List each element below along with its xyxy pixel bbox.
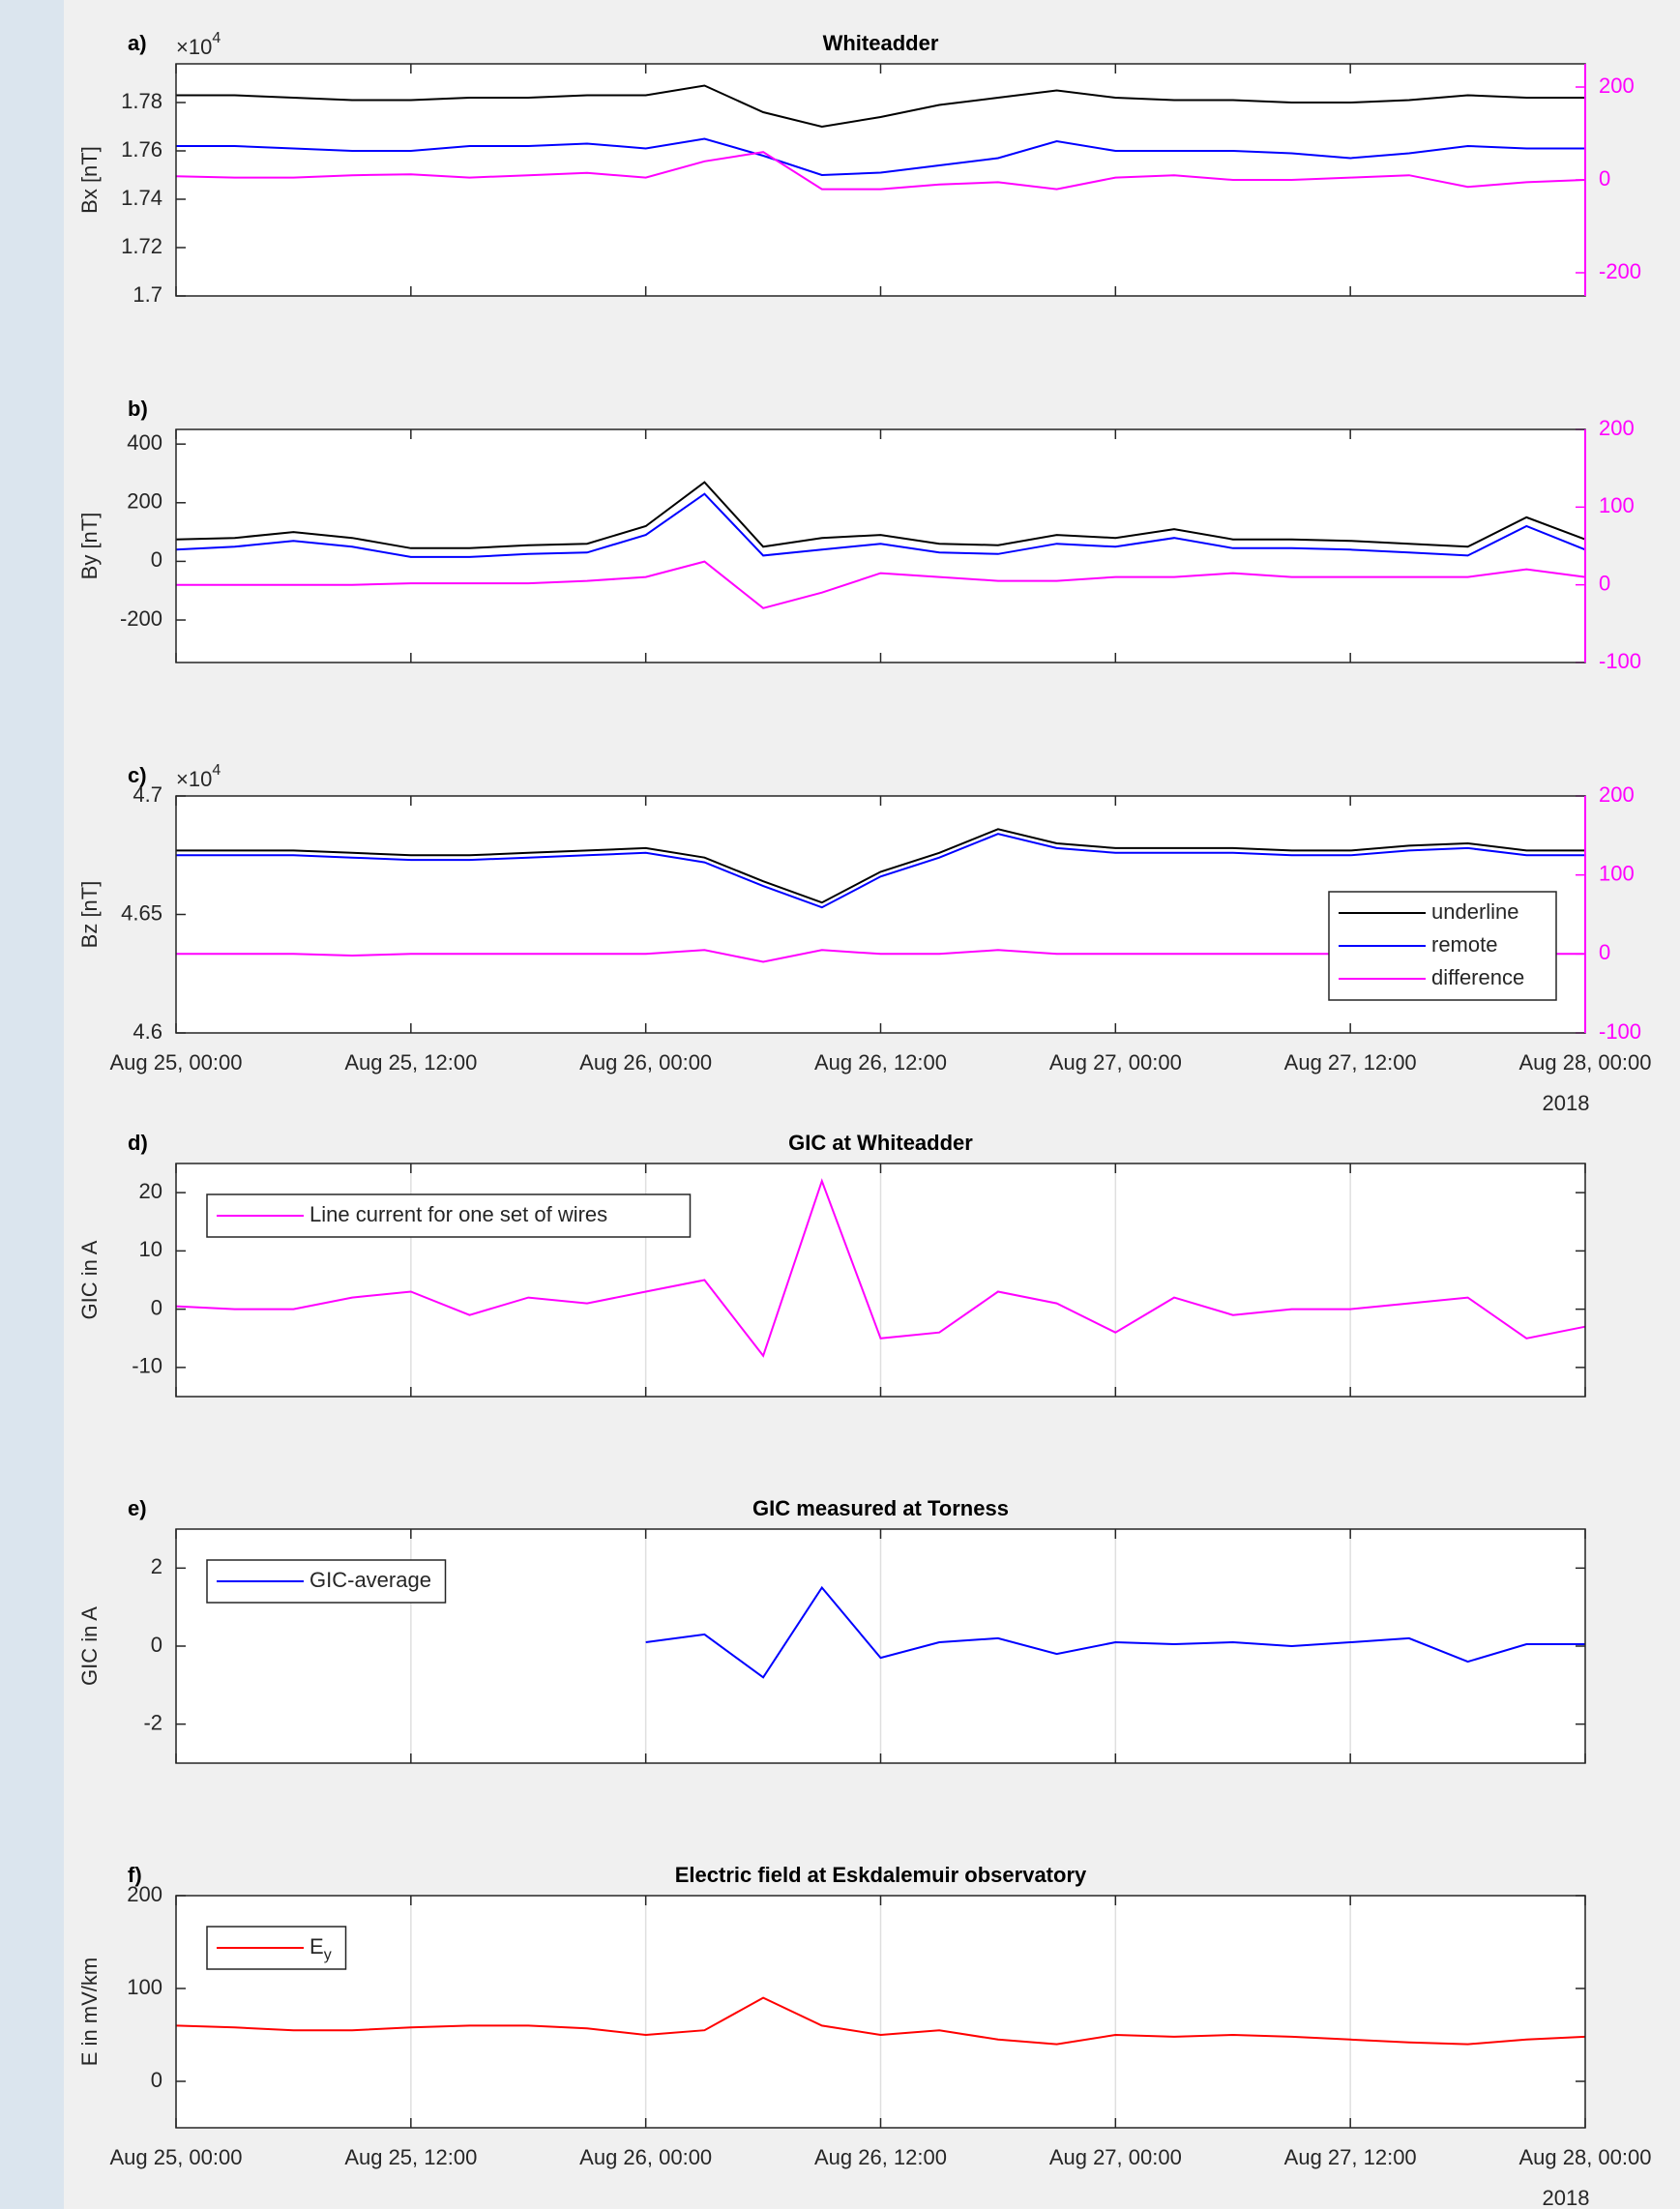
y-tick-label: 1.76 (121, 137, 162, 162)
x-tick-label: Aug 27, 12:00 (1284, 1050, 1417, 1075)
x-note: 2018 (1543, 2186, 1590, 2209)
x-tick-label: Aug 28, 00:00 (1518, 2145, 1651, 2169)
legend-name: difference (1431, 965, 1524, 989)
panel-label: e) (128, 1496, 147, 1520)
y-multiplier-base: ×10 (176, 767, 212, 791)
y-tick-label: 10 (139, 1237, 162, 1261)
y-tick-label: 1.7 (133, 282, 162, 307)
legend-label: Line current for one set of wires (309, 1202, 607, 1226)
y-tick-label: 0 (151, 1295, 162, 1319)
y-tick-label: -2 (143, 1710, 162, 1734)
y-tick-label: 100 (127, 1975, 162, 1999)
y-axis-label: GIC in A (77, 1240, 102, 1319)
legend-name: E (309, 1934, 324, 1959)
y-axis-label: E in mV/km (77, 1958, 102, 2066)
y-tick-label: 2 (151, 1554, 162, 1578)
y-tick-label: 1.72 (121, 234, 162, 258)
y2-tick-label: 200 (1599, 74, 1635, 98)
x-tick-label: Aug 25, 00:00 (109, 2145, 242, 2169)
plot-area (176, 64, 1585, 296)
y-axis-label: Bx [nT] (77, 146, 102, 214)
y2-tick-label: 100 (1599, 861, 1635, 885)
y-tick-label: -200 (120, 606, 162, 631)
panel-label: d) (128, 1131, 148, 1155)
panel-label: c) (128, 763, 147, 787)
y-axis-label: By [nT] (77, 513, 102, 580)
panel-label: b) (128, 397, 148, 421)
y-axis-label: Bz [nT] (77, 881, 102, 949)
y-tick-label: 1.74 (121, 186, 162, 210)
chart-title: Whiteadder (823, 31, 939, 55)
legend-label: underline (1431, 899, 1519, 924)
x-tick-label: Aug 27, 00:00 (1049, 2145, 1182, 2169)
y-tick-label: 1.78 (121, 89, 162, 113)
y2-tick-label: -100 (1599, 649, 1641, 673)
x-tick-label: Aug 26, 00:00 (579, 1050, 712, 1075)
y-tick-label: 400 (127, 430, 162, 455)
y2-tick-label: 100 (1599, 493, 1635, 517)
legend-name: underline (1431, 899, 1519, 924)
legend-label: remote (1431, 932, 1497, 957)
y2-tick-label: -200 (1599, 259, 1641, 283)
panel-label: f) (128, 1863, 142, 1887)
y-multiplier-exp: 4 (212, 30, 221, 46)
y-multiplier-base: ×10 (176, 35, 212, 59)
y-tick-label: 4.65 (121, 900, 162, 925)
y2-tick-label: 0 (1599, 940, 1610, 964)
x-tick-label: Aug 26, 00:00 (579, 2145, 712, 2169)
x-note: 2018 (1543, 1091, 1590, 1115)
y-multiplier-exp: 4 (212, 762, 221, 779)
y-tick-label: 0 (151, 547, 162, 572)
legend-label: difference (1431, 965, 1524, 989)
x-tick-label: Aug 25, 12:00 (344, 1050, 477, 1075)
y-tick-label: 0 (151, 1633, 162, 1657)
x-tick-label: Aug 26, 12:00 (814, 1050, 947, 1075)
y-tick-label: 4.6 (133, 1019, 162, 1044)
plot-area (176, 429, 1585, 663)
y-tick-label: -10 (132, 1354, 162, 1378)
chart-title: GIC at Whiteadder (788, 1131, 973, 1155)
y-tick-label: 200 (127, 489, 162, 514)
y-tick-label: 0 (151, 2068, 162, 2092)
y2-tick-label: -100 (1599, 1019, 1641, 1044)
figure: 1.71.721.741.761.78-2000200a)Whiteadder×… (0, 0, 1680, 2209)
legend-label: GIC-average (309, 1568, 431, 1592)
y2-tick-label: 0 (1599, 571, 1610, 595)
y-axis-label: GIC in A (77, 1606, 102, 1686)
legend-name: GIC-average (309, 1568, 431, 1592)
y2-tick-label: 0 (1599, 166, 1610, 191)
x-tick-label: Aug 25, 12:00 (344, 2145, 477, 2169)
x-tick-label: Aug 25, 00:00 (109, 1050, 242, 1075)
x-tick-label: Aug 27, 12:00 (1284, 2145, 1417, 2169)
legend-name: remote (1431, 932, 1497, 957)
legend-subscript: y (324, 1947, 332, 1963)
panel-label: a) (128, 31, 147, 55)
chart-title: GIC measured at Torness (752, 1496, 1009, 1520)
y-tick-label: 20 (139, 1179, 162, 1203)
x-tick-label: Aug 27, 00:00 (1049, 1050, 1182, 1075)
y2-tick-label: 200 (1599, 416, 1635, 440)
chart-title: Electric field at Eskdalemuir observator… (675, 1863, 1087, 1887)
x-tick-label: Aug 28, 00:00 (1518, 1050, 1651, 1075)
y2-tick-label: 200 (1599, 782, 1635, 807)
legend-name: Line current for one set of wires (309, 1202, 607, 1226)
x-tick-label: Aug 26, 12:00 (814, 2145, 947, 2169)
page: 1.71.721.741.761.78-2000200a)Whiteadder×… (0, 0, 1680, 2209)
